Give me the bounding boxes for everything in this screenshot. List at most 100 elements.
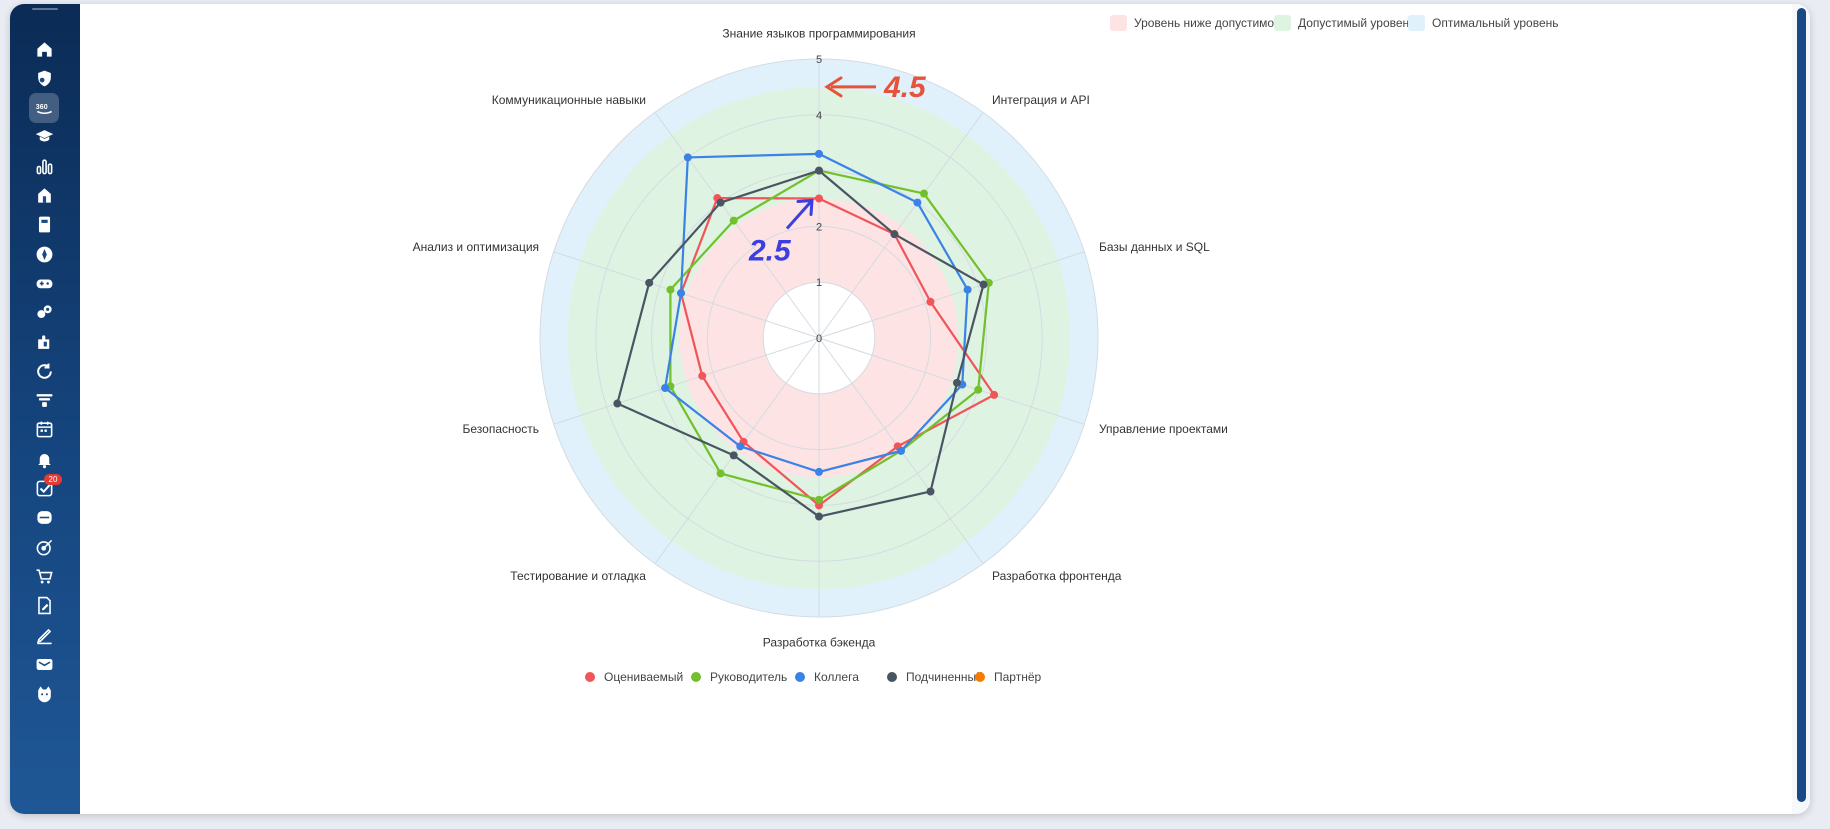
calendar-icon [36,421,52,438]
series-legend-label: Коллега [814,670,859,684]
sidebar-item-tasks[interactable]: 20 [29,473,62,504]
sidebar-item-compass[interactable] [29,239,59,269]
series-point[interactable] [815,166,823,175]
zone-legend-swatch [1110,15,1127,31]
sidebar-item-bell[interactable] [29,444,59,474]
axis-label: Анализ и оптимизация [413,240,539,254]
scrollbar[interactable] [1792,4,1810,814]
gamepad-icon [36,279,52,289]
series-point[interactable] [683,153,692,162]
series-point[interactable] [716,469,725,478]
sidebar-item-bar-chart[interactable] [29,151,59,181]
series-point[interactable] [896,446,905,455]
series-point[interactable] [815,149,823,158]
series-point[interactable] [974,385,983,394]
series-point[interactable] [913,198,922,207]
cart-icon [36,569,53,584]
annotation-label: 4.5 [883,71,927,104]
series-legend-marker [795,672,805,682]
series-legend-item[interactable]: Партнёр [975,670,1042,684]
axis-label: Разработка бэкенда [763,635,876,649]
main-content: Уровень ниже допустимого Допустимый урове… [80,4,1792,814]
series-point[interactable] [677,289,686,298]
tick-label: 1 [816,277,822,289]
sidebar-item-target[interactable] [29,532,59,562]
series-point[interactable] [666,285,675,294]
sidebar-item-house[interactable] [29,181,59,211]
sidebar-item-pen[interactable] [29,620,59,650]
axis-label: Управление проектами [1099,422,1228,436]
sidebar-item-file-edit[interactable] [29,591,59,621]
series-point[interactable] [926,297,935,306]
zone-legend-item[interactable]: Уровень ниже допустимого [1110,15,1285,31]
zone-legend-swatch [1408,15,1425,31]
series-point[interactable] [963,285,972,294]
series-legend-marker [691,672,701,682]
sidebar-item-home[interactable] [29,34,59,64]
sidebar-item-graduation-cap[interactable] [29,122,59,152]
zone-legend-label: Допустимый уровень [1298,16,1415,30]
zones-legend: Уровень ниже допустимого Допустимый урове… [1110,15,1559,31]
axis-label: Интеграция и API [992,93,1090,107]
radar-chart: Уровень ниже допустимого Допустимый урове… [413,15,1559,684]
series-point[interactable] [979,280,988,289]
sidebar-item-feedback-360[interactable]: 360 [29,92,59,123]
tick-label: 0 [816,333,822,345]
sidebar-item-calendar[interactable] [29,415,59,445]
annotation-arrowhead [796,198,814,216]
sidebar-item-refresh[interactable] [29,356,59,386]
series-point[interactable] [729,216,738,225]
series-point[interactable] [952,378,961,387]
series-3 [613,166,988,521]
series-point[interactable] [926,487,935,496]
series-legend-item[interactable]: Руководитель [691,670,787,684]
annotations: 4.5 2.5 [748,71,927,268]
svg-text:360: 360 [35,103,47,111]
series-point[interactable] [815,512,823,521]
chart-zones [540,59,1098,617]
annotation-arrow [785,199,814,230]
sidebar-item-gamepad[interactable] [29,268,59,298]
series-point[interactable] [661,384,670,393]
series-legend-item[interactable]: Коллега [795,670,859,684]
series-legend-item[interactable]: Подчиненный [887,670,983,684]
mail-icon [36,658,52,670]
grid-spoke [553,251,820,339]
sidebar-item-shield[interactable] [29,63,59,93]
inbox-icon [36,511,52,525]
series-legend-item[interactable]: Оцениваемый [585,670,683,684]
series-point[interactable] [815,495,823,504]
series-point[interactable] [736,442,745,451]
series-point[interactable] [613,399,622,408]
annotation-arrowhead [824,76,843,98]
compass-icon [36,246,52,263]
sidebar-item-users[interactable] [29,298,59,328]
sidebar-item-funnel[interactable] [29,386,59,416]
series-point[interactable] [645,278,654,287]
zone-legend-item[interactable]: Допустимый уровень [1274,15,1415,31]
zone-legend-item[interactable]: Оптимальный уровень [1408,15,1559,31]
sidebar-item-cat[interactable] [29,679,59,709]
series-point[interactable] [890,230,899,239]
sidebar-item-cart[interactable] [29,561,59,591]
sidebar-item-inbox[interactable] [29,503,59,533]
series-point[interactable] [919,189,928,198]
series-point[interactable] [815,194,823,203]
series-point[interactable] [990,390,999,399]
series-point[interactable] [716,198,725,207]
series-point[interactable] [815,501,823,510]
series-point[interactable] [815,467,823,476]
grid-spoke [654,111,820,339]
chart-series [613,149,999,521]
feedback-360-icon: 360 [35,103,52,115]
sidebar-item-document[interactable] [29,210,59,240]
sidebar-item-mail[interactable] [29,649,59,679]
series-point[interactable] [698,371,707,380]
grid-spoke [553,337,820,425]
axis-label: Тестирование и отладка [510,569,646,583]
scrollbar-thumb[interactable] [1797,8,1806,802]
series-point[interactable] [729,451,738,460]
sidebar-item-puzzle[interactable] [29,327,59,357]
tick-label: 4 [816,110,822,122]
series-legend-marker [887,672,897,682]
